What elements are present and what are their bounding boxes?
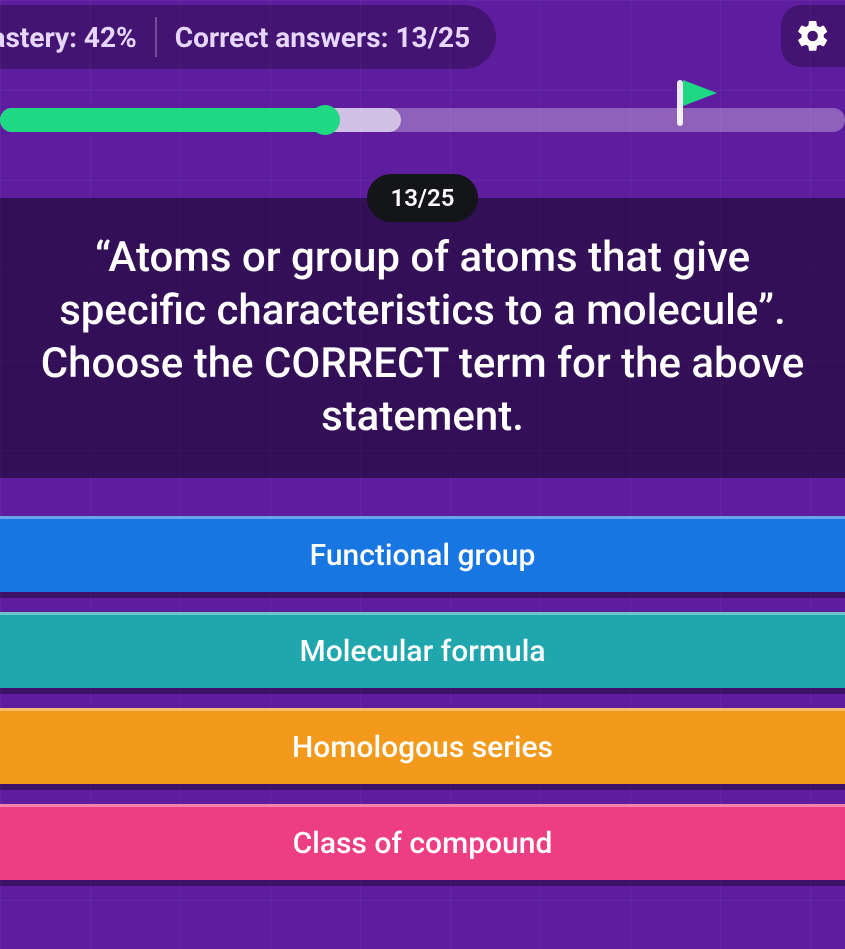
answer-option-3[interactable]: Homologous series bbox=[0, 708, 845, 784]
answer-option-2[interactable]: Molecular formula bbox=[0, 612, 845, 688]
answer-label: Molecular formula bbox=[299, 634, 545, 669]
answer-label: Class of compound bbox=[293, 826, 553, 861]
answer-label: Homologous series bbox=[292, 730, 553, 765]
settings-button[interactable] bbox=[781, 5, 845, 67]
answer-option-1[interactable]: Functional group bbox=[0, 516, 845, 592]
flag-icon bbox=[683, 80, 717, 106]
question-panel: 13/25 “Atoms or group of atoms that give… bbox=[0, 198, 845, 478]
stats-divider bbox=[155, 17, 157, 57]
mastery-label: Mastery: 42% bbox=[0, 21, 137, 54]
stats-pill: Mastery: 42% Correct answers: 13/25 bbox=[0, 5, 496, 69]
answers-list: Functional group Molecular formula Homol… bbox=[0, 516, 845, 880]
correct-answers-label: Correct answers: 13/25 bbox=[175, 21, 470, 54]
answer-label: Functional group bbox=[310, 538, 536, 573]
question-text: “Atoms or group of atoms that give speci… bbox=[22, 232, 823, 444]
progress-knob bbox=[310, 105, 340, 135]
question-counter: 13/25 bbox=[367, 174, 479, 222]
progress-bar bbox=[0, 108, 845, 132]
progress-flag bbox=[677, 80, 683, 130]
gear-icon bbox=[795, 18, 831, 54]
progress-fill bbox=[0, 108, 325, 132]
answer-option-4[interactable]: Class of compound bbox=[0, 804, 845, 880]
